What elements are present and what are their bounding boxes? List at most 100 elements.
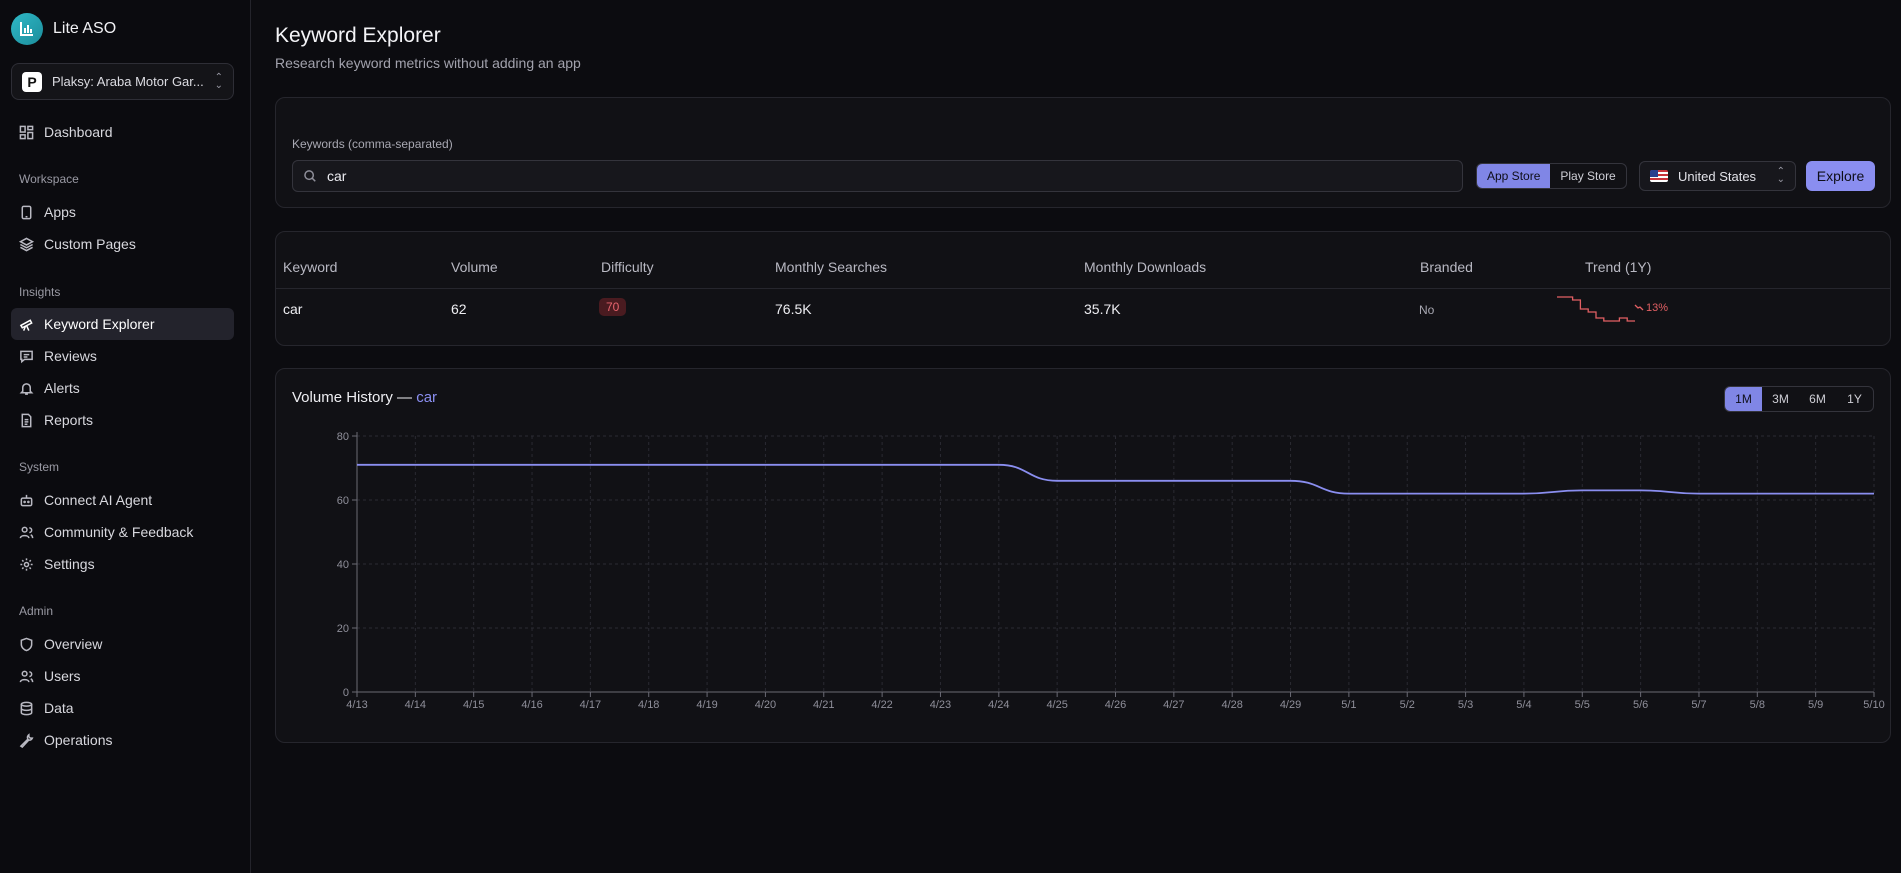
sidebar-item-connect-ai-agent[interactable]: Connect AI Agent	[11, 484, 234, 516]
bot-icon	[20, 494, 33, 506]
gear-icon	[20, 557, 33, 571]
layers-icon	[19, 237, 34, 251]
play-store-option[interactable]: Play Store	[1560, 169, 1616, 183]
col-header-keyword[interactable]: Keyword	[283, 259, 338, 275]
y-tick-label: 80	[337, 431, 349, 443]
x-tick-label: 4/15	[463, 699, 484, 711]
sidebar-item-label: Apps	[44, 204, 76, 220]
chart-title-prefix: Volume History —	[292, 389, 413, 406]
col-header-branded[interactable]: Branded	[1420, 259, 1473, 275]
explore-button[interactable]: Explore	[1806, 161, 1875, 191]
sidebar-item-alerts[interactable]: Alerts	[11, 372, 234, 404]
x-tick-label: 4/25	[1046, 699, 1067, 711]
volume-history-chart: 0 20 40 60 80 4/13 4/14 4/15 4/16 4/17 4/18 4/19 4/2…	[337, 431, 1885, 711]
app-icon: P	[22, 71, 42, 92]
sidebar: Lite ASO P Plaksy: Araba Motor Gar... ⌃ ⌄…	[0, 0, 251, 873]
x-tick-label: 4/18	[638, 699, 659, 711]
shield-icon	[20, 637, 33, 651]
sidebar-item-reports[interactable]: Reports	[11, 404, 234, 436]
sidebar-item-label: Settings	[44, 556, 95, 572]
chevron-updown-icon: ⌃ ⌄	[214, 71, 223, 91]
col-header-monthly-searches[interactable]: Monthly Searches	[775, 259, 888, 275]
app-selector[interactable]: P Plaksy: Araba Motor Gar... ⌃ ⌄	[11, 63, 234, 100]
x-tick-label: 4/17	[580, 699, 601, 711]
range-3m[interactable]: 3M	[1772, 392, 1789, 406]
x-tick-label: 4/27	[1163, 699, 1184, 711]
sidebar-item-dashboard[interactable]: Dashboard	[11, 116, 234, 148]
col-header-trend[interactable]: Trend (1Y)	[1585, 259, 1652, 275]
search-icon	[304, 170, 316, 182]
sparkline-path	[1557, 296, 1635, 322]
brand[interactable]: Lite ASO	[11, 13, 116, 45]
sidebar-item-data[interactable]: Data	[11, 692, 234, 724]
volume-series-line	[357, 463, 1874, 495]
x-tick-label: 4/13	[346, 699, 367, 711]
sidebar-item-label: Dashboard	[44, 124, 113, 140]
users-icon	[19, 526, 34, 538]
y-tick-label: 60	[337, 495, 349, 507]
keywords-label: Keywords (comma-separated)	[292, 137, 453, 151]
sidebar-item-settings[interactable]: Settings	[11, 548, 234, 580]
y-tick-label: 20	[337, 623, 349, 635]
keyword-search-field[interactable]	[292, 160, 1463, 192]
results-table: Keyword Volume Difficulty Monthly Search…	[275, 231, 1891, 346]
cell-keyword: car	[283, 301, 303, 317]
wrench-icon	[19, 732, 34, 748]
section-label-system: System	[19, 460, 60, 474]
col-header-volume[interactable]: Volume	[451, 259, 498, 275]
sidebar-item-label: Alerts	[44, 380, 80, 396]
col-header-difficulty[interactable]: Difficulty	[601, 259, 654, 275]
cell-volume: 62	[451, 301, 467, 317]
section-label-workspace: Workspace	[19, 172, 79, 186]
telescope-icon	[19, 318, 33, 331]
section-label-admin: Admin	[19, 604, 54, 618]
app-name: Lite ASO	[53, 20, 117, 37]
trend-down-icon	[1634, 304, 1644, 311]
app-store-option[interactable]: App Store	[1477, 164, 1551, 188]
sidebar-item-label: Reviews	[44, 348, 97, 364]
sidebar-item-custom-pages[interactable]: Custom Pages	[11, 228, 234, 260]
bell-icon	[19, 382, 34, 395]
sidebar-item-reviews[interactable]: Reviews	[11, 340, 234, 372]
y-tick-label: 0	[343, 687, 349, 699]
x-tick-label: 4/22	[871, 699, 892, 711]
sidebar-item-overview[interactable]: Overview	[11, 628, 234, 660]
page-subtitle: Research keyword metrics without adding …	[275, 55, 581, 71]
range-1y[interactable]: 1Y	[1847, 392, 1862, 406]
col-header-monthly-downloads[interactable]: Monthly Downloads	[1084, 259, 1207, 275]
sidebar-item-label: Overview	[44, 636, 103, 652]
chevron-updown-icon: ⌃ ⌄	[1776, 166, 1785, 185]
country-select[interactable]: United States ⌃ ⌄	[1639, 161, 1796, 191]
x-tick-label: 5/2	[1400, 699, 1415, 711]
page-title: Keyword Explorer	[275, 24, 441, 47]
selected-app-name: Plaksy: Araba Motor Gar...	[52, 74, 204, 89]
range-1m[interactable]: 1M	[1725, 387, 1762, 411]
keyword-input[interactable]	[327, 168, 1452, 184]
x-tick-label: 4/20	[755, 699, 776, 711]
x-tick-label: 4/23	[930, 699, 951, 711]
sidebar-item-operations[interactable]: Operations	[11, 724, 234, 756]
sidebar-item-community[interactable]: Community & Feedback	[11, 516, 234, 548]
trend-percent: 13%	[1646, 302, 1669, 314]
sidebar-item-keyword-explorer[interactable]: Keyword Explorer	[11, 308, 234, 340]
store-toggle: App Store Play Store	[1476, 163, 1627, 189]
sidebar-item-label: Users	[44, 668, 81, 684]
range-6m[interactable]: 6M	[1809, 392, 1826, 406]
cell-monthly-downloads: 35.7K	[1084, 301, 1121, 317]
x-tick-label: 5/7	[1691, 699, 1706, 711]
users-icon	[19, 670, 34, 682]
sidebar-item-users[interactable]: Users	[11, 660, 234, 692]
trend-change: 13%	[1634, 302, 1668, 314]
sidebar-item-label: Reports	[44, 412, 94, 428]
x-tick-label: 5/9	[1808, 699, 1823, 711]
database-icon	[20, 701, 33, 715]
sidebar-item-label: Operations	[44, 732, 113, 748]
x-tick-label: 4/24	[988, 699, 1009, 711]
sidebar-item-label: Keyword Explorer	[44, 316, 155, 332]
chart-title: Volume History — car	[292, 389, 437, 406]
volume-history-card: Volume History — car 1M 3M 6M 1Y 0 20 40 60…	[275, 368, 1891, 743]
sidebar-item-label: Community & Feedback	[44, 524, 194, 540]
sidebar-item-apps[interactable]: Apps	[11, 196, 234, 228]
x-tick-label: 4/26	[1105, 699, 1126, 711]
sidebar-item-label: Connect AI Agent	[44, 492, 153, 508]
